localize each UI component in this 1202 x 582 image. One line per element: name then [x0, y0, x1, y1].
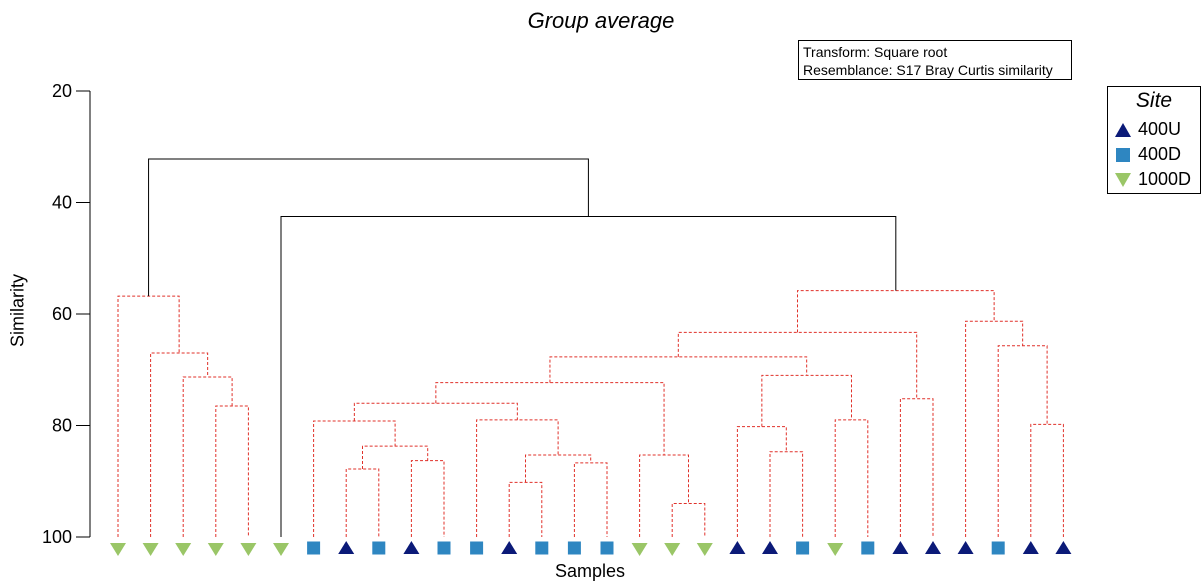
legend-label: 400U — [1138, 119, 1182, 139]
sample-marker-1000d — [696, 543, 713, 556]
sample-marker-1000d — [175, 543, 192, 556]
y-tick-label: 40 — [52, 193, 72, 213]
sample-marker-400d — [991, 541, 1005, 555]
y-tick-label: 100 — [42, 527, 72, 547]
dendrogram-link — [797, 290, 995, 333]
sample-marker-1000d — [273, 543, 289, 556]
dendrogram-link — [761, 374, 852, 427]
sample-marker-400d — [600, 541, 614, 555]
sample-marker-400u — [925, 541, 941, 554]
dendrogram-link — [182, 376, 233, 537]
chart-title: Group average — [527, 8, 675, 33]
square-icon — [1116, 148, 1130, 162]
dendrogram-link — [313, 420, 396, 537]
sample-marker-1000d — [207, 543, 224, 556]
dendrogram-link — [997, 345, 1048, 537]
dendrogram-link — [834, 419, 869, 537]
dendrogram-link — [476, 419, 559, 537]
sample-marker-400u — [892, 541, 909, 554]
dendrogram-link — [573, 462, 608, 537]
legend-item-400d: 400D — [1114, 142, 1200, 168]
y-tick-label: 20 — [52, 81, 72, 101]
legend-label: 400D — [1138, 144, 1182, 164]
y-tick-label: 80 — [52, 416, 72, 436]
dendrogram-link — [671, 503, 706, 537]
sample-marker-400u — [1022, 541, 1039, 554]
sample-marker-400u — [957, 541, 974, 554]
dendrogram-link — [435, 382, 665, 456]
dendrogram-link — [117, 295, 180, 537]
sample-marker-400u — [403, 541, 420, 554]
dendrogram-link — [353, 402, 518, 422]
dendrogram-link — [362, 445, 429, 469]
legend-item-1000d: 1000D — [1114, 167, 1200, 193]
info-box: Transform: Square root Resemblance: S17 … — [798, 40, 1072, 80]
transform-text: Transform: Square root — [803, 44, 948, 60]
dendrogram-links — [117, 158, 1064, 537]
sample-marker-1000d — [631, 543, 648, 556]
sample-marker-400d — [535, 541, 549, 555]
legend-label: 1000D — [1138, 169, 1192, 189]
resemblance-text: Resemblance: S17 Bray Curtis similarity — [803, 62, 1053, 78]
sample-marker-1000d — [142, 543, 159, 556]
y-axis: 20 40 60 80 100 — [42, 81, 91, 547]
y-tick-label: 60 — [52, 304, 72, 324]
y-axis-label: Similarity — [7, 274, 28, 348]
dendrogram-link — [410, 460, 445, 537]
sample-marker-1000d — [664, 543, 681, 556]
sample-marker-400u — [501, 541, 518, 554]
triangle-up-icon — [1115, 123, 1131, 137]
sample-marker-1000d — [240, 543, 257, 556]
dendrogram-link — [639, 454, 689, 537]
dendrogram-link — [215, 405, 249, 537]
sample-marker-400d — [470, 541, 484, 555]
dendrogram-link — [899, 398, 934, 537]
dendrogram-link — [1030, 423, 1064, 537]
legend-item-400u: 400U — [1114, 117, 1200, 143]
dendrogram-link — [280, 215, 897, 537]
sample-marker-400u — [729, 541, 746, 554]
dendrogram-link — [345, 468, 380, 537]
sample-marker-400d — [437, 541, 451, 555]
sample-marker-1000d — [110, 543, 126, 556]
dendrogram-link — [508, 481, 543, 537]
sample-marker-400d — [861, 541, 875, 555]
x-axis-label: Samples — [554, 561, 626, 581]
dendrogram-link — [736, 426, 787, 537]
dendrogram-link — [677, 331, 918, 399]
sample-marker-400u — [338, 541, 355, 554]
dendrogram-link — [150, 352, 209, 537]
dendrogram-link — [965, 320, 1024, 537]
sample-markers — [110, 541, 1072, 556]
sample-marker-400u — [762, 541, 778, 554]
dendrogram-link — [549, 356, 808, 383]
sample-marker-400d — [372, 541, 386, 555]
legend-title: Site — [1135, 89, 1173, 112]
sample-marker-400d — [796, 541, 810, 555]
sample-marker-400u — [1055, 541, 1072, 554]
dendrogram-link — [148, 158, 589, 297]
sample-marker-400d — [307, 541, 321, 555]
dendrogram-link — [769, 451, 804, 537]
legend: Site 400U 400D 1000D — [1107, 86, 1201, 194]
sample-marker-1000d — [827, 543, 844, 556]
triangle-down-icon — [1115, 173, 1131, 187]
dendrogram-link — [525, 454, 592, 483]
sample-marker-400d — [567, 541, 581, 555]
